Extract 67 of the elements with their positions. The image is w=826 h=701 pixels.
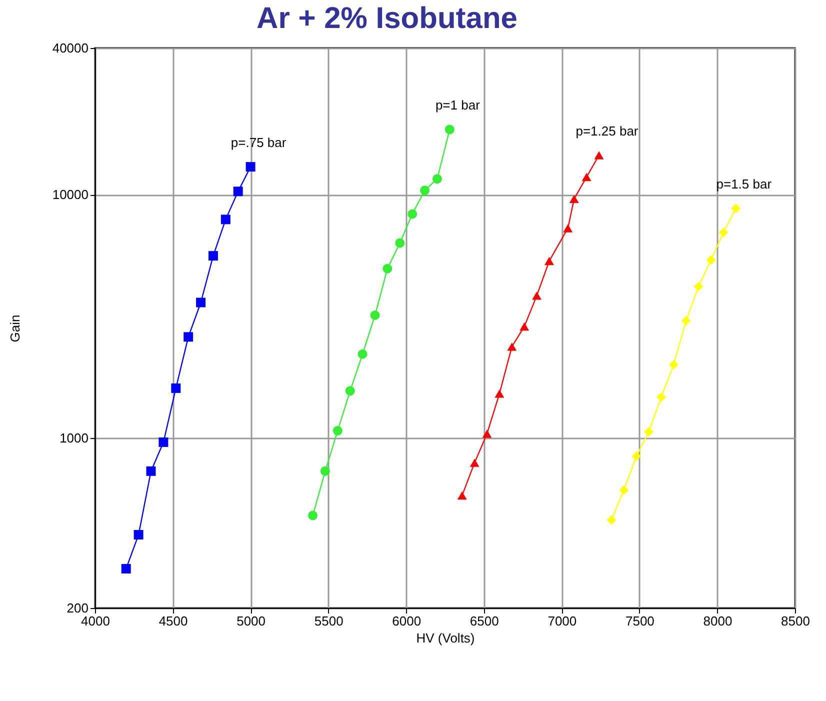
x-tick-label: 8000 bbox=[703, 614, 732, 628]
point bbox=[606, 515, 616, 525]
point bbox=[420, 186, 430, 196]
point bbox=[158, 437, 168, 447]
point bbox=[370, 310, 380, 320]
point bbox=[432, 174, 442, 184]
point bbox=[246, 162, 256, 172]
x-tick-label: 4000 bbox=[81, 614, 110, 628]
x-tick-label: 7500 bbox=[625, 614, 654, 628]
y-tick-label: 10000 bbox=[52, 187, 88, 202]
point bbox=[494, 390, 504, 398]
point bbox=[582, 172, 592, 182]
point bbox=[644, 426, 654, 436]
series-label: p=.75 bar bbox=[230, 134, 287, 150]
point bbox=[520, 322, 530, 331]
point bbox=[632, 452, 642, 462]
point bbox=[320, 466, 330, 476]
point bbox=[470, 458, 480, 467]
point bbox=[694, 282, 704, 292]
point bbox=[345, 386, 355, 396]
y-tick-label: 40000 bbox=[52, 40, 88, 56]
x-tick-label: 6000 bbox=[392, 614, 422, 628]
x-tick-label: 6500 bbox=[470, 614, 499, 628]
x-tick-label: 7000 bbox=[548, 614, 577, 628]
point bbox=[196, 298, 206, 308]
y-axis-title: Gain bbox=[7, 314, 22, 342]
x-tick-label: 5500 bbox=[314, 614, 344, 628]
point bbox=[507, 342, 517, 351]
point bbox=[171, 383, 181, 393]
series-label: p=1.5 bar bbox=[716, 176, 772, 192]
point bbox=[594, 151, 604, 160]
point bbox=[569, 194, 579, 204]
point bbox=[731, 204, 741, 214]
point bbox=[184, 332, 194, 342]
series-label: p=1.25 bar bbox=[576, 123, 639, 138]
point bbox=[308, 510, 318, 520]
point bbox=[358, 349, 368, 359]
y-tick-label: 1000 bbox=[60, 430, 88, 446]
point bbox=[532, 292, 542, 300]
chart-title: Ar + 2% Isobutane bbox=[256, 2, 518, 35]
point bbox=[619, 485, 629, 495]
point bbox=[408, 209, 418, 219]
point bbox=[121, 564, 131, 574]
point bbox=[681, 316, 691, 326]
x-axis-title: HV (Volts) bbox=[416, 630, 475, 646]
y-tick-label: 200 bbox=[66, 600, 88, 616]
point bbox=[220, 214, 230, 224]
point bbox=[563, 224, 573, 232]
point bbox=[444, 124, 454, 134]
point bbox=[382, 264, 392, 274]
point bbox=[668, 360, 678, 370]
point bbox=[544, 256, 554, 266]
point bbox=[656, 392, 666, 402]
point bbox=[718, 228, 728, 238]
series-label: p=1 bar bbox=[435, 98, 481, 112]
x-tick-label: 5000 bbox=[236, 614, 266, 628]
point bbox=[395, 238, 405, 248]
x-tick-label: 4500 bbox=[158, 614, 188, 628]
point bbox=[482, 430, 492, 438]
x-tick-label: 8500 bbox=[781, 614, 810, 628]
point bbox=[457, 491, 467, 500]
point bbox=[208, 251, 218, 261]
point bbox=[134, 530, 144, 540]
point bbox=[146, 466, 156, 476]
point bbox=[706, 255, 716, 265]
point bbox=[233, 186, 243, 196]
point bbox=[332, 426, 342, 436]
